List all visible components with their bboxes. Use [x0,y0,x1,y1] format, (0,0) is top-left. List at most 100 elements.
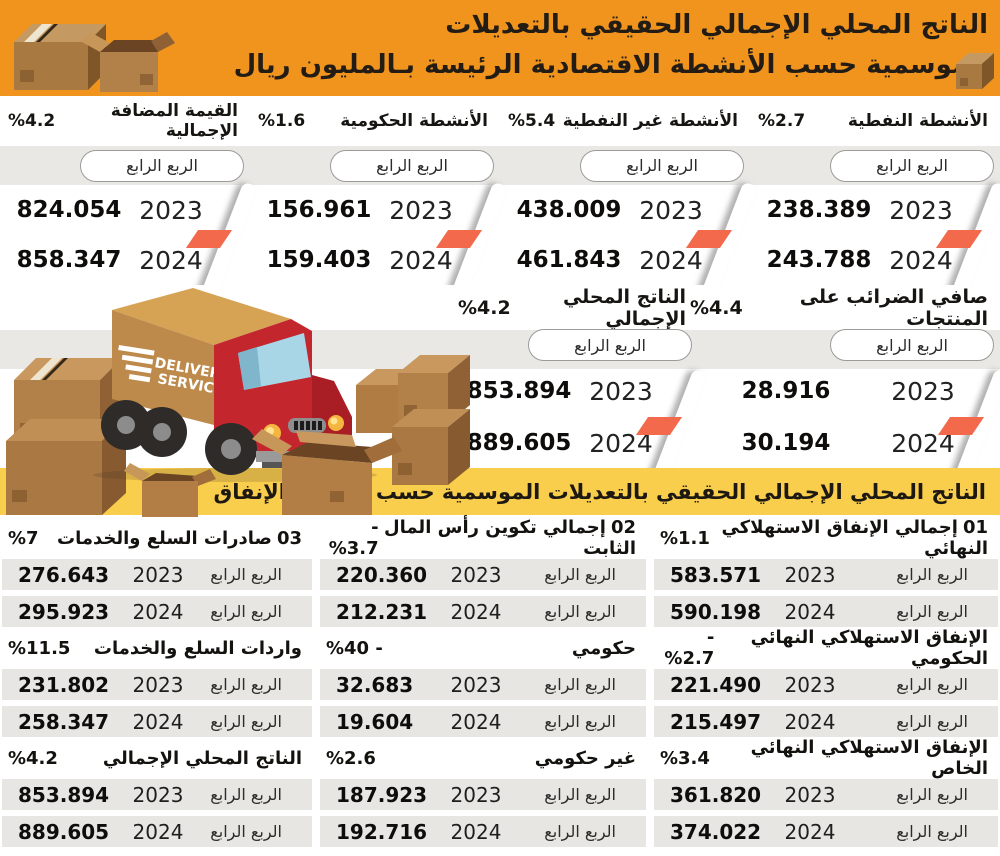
headlight-icon [328,415,344,431]
year-label: 2024 [891,428,955,458]
expenditure-block-imports: واردات السلع والخدمات %11.5 الربع الرابع… [2,633,312,737]
activity-header: الأنشطة غير النفطية %5.4 [500,96,750,146]
quarter-label: الربع الرابع [896,822,968,841]
year-label: 2023 [589,376,653,406]
quarter-pill: الربع الرابع [528,329,692,361]
gdp-summary-block: الناتج المحلي الإجمالي %4.2 الربع الرابع… [450,286,708,490]
year-label: 2023 [132,782,184,807]
value-2023: 231.802 [18,672,110,697]
expenditure-header: 03صادرات السلع والخدمات %7 [2,523,312,553]
year-label: 2023 [450,562,502,587]
expenditure-block-non-governmental: غير حكومي %2.6 الربع الرابع 2023 187.923 ا… [320,743,646,847]
year-label: 2023 [891,376,955,406]
activity-header: الأنشطة النفطية %2.7 [750,96,1000,146]
expenditure-pct: %1.1 [660,527,710,549]
year-label: 2024 [784,709,836,734]
expenditure-pct: - %3.7 [328,517,379,559]
value-2024: 212.231 [336,599,428,624]
quarter-label: الربع الرابع [210,602,282,621]
value-2023: 156.961 [266,197,372,223]
expenditure-name-text: إجمالي تكوين رأس المال الثابت [383,517,636,559]
expenditure-number: 02 [610,517,636,538]
expenditure-number: 03 [276,527,302,549]
summary-header: الناتج المحلي الإجمالي %4.2 [450,286,698,330]
quarter-label: الربع الرابع [544,675,616,694]
year-label: 2024 [784,599,836,624]
quarter-pill: الربع الرابع [830,329,994,361]
expenditure-pct: %7 [8,527,39,549]
quarter-label: الربع الرابع [544,785,616,804]
quarter-label: الربع الرابع [210,565,282,584]
year-label: 2024 [450,819,502,844]
value-row-2024: 2024 889.605 [450,417,698,469]
year-label: 2024 [450,599,502,624]
header: الناتج المحلي الإجمالي الحقيقي بالتعديلا… [0,0,1000,96]
expenditure-name-text: الإنفاق الاستهلاكي النهائي الخاص [750,737,988,779]
year-label: 2024 [784,819,836,844]
value-bar-2024: الربع الرابع 2024 374.022 [654,816,998,847]
activity-name: الأنشطة الحكومية [340,111,488,131]
expenditure-header: الإنفاق الاستهلاكي النهائي الخاص %3.4 [654,737,998,779]
activity-pct: %4.2 [8,111,56,131]
expenditure-name: 03صادرات السلع والخدمات [57,528,302,549]
expenditure-block-exports: 03صادرات السلع والخدمات %7 الربع الرابع 2… [2,523,312,627]
quarter-label: الربع الرابع [896,602,968,621]
year-label: 2023 [784,562,836,587]
summary-name: الناتج المحلي الإجمالي [562,286,686,330]
value-bar-2024: الربع الرابع 2024 19.604 [320,706,646,737]
activity-name: الأنشطة غير النفطية [562,111,738,131]
quarter-label: الربع الرابع [544,822,616,841]
year-label: 2023 [132,672,184,697]
expenditure-pct: %2.6 [326,747,376,769]
delivery-truck: DELIVERY SERVICE [93,288,377,482]
value-bar-2024: الربع الرابع 2024 215.497 [654,706,998,737]
quarter-pill-row: الربع الرابع [682,325,1000,365]
year-label: 2023 [639,195,703,225]
value-bar-2024: الربع الرابع 2024 590.198 [654,596,998,627]
expenditure-name-text: الناتج المحلي الإجمالي [102,747,302,769]
value-bar-2024: الربع الرابع 2024 212.231 [320,596,646,627]
expenditure-block-governmental: حكومي - %40 الربع الرابع 2023 32.683 الربع… [320,633,646,737]
expenditure-block-final-consumption: 01إجمالي الإنفاق الاستهلاكي النهائي %1.1… [654,517,998,627]
value-bar-2023: الربع الرابع 2023 221.490 [654,669,998,700]
value-row-2024: 2024 159.403 [250,235,500,285]
value-row-2023: 2023 853.894 [450,365,698,417]
activity-column-government: الأنشطة الحكومية %1.6 الربع الرابع 2023 … [250,96,508,303]
value-bar-2023: الربع الرابع 2023 583.571 [654,559,998,590]
value-bar-2023: الربع الرابع 2023 276.643 [2,559,312,590]
quarter-pill-row: الربع الرابع [500,146,750,185]
value-2023: 220.360 [336,562,428,587]
value-row-2023: 2023 28.916 [682,365,1000,417]
activity-name: الأنشطة النفطية [847,111,988,131]
value-bar-2024: الربع الرابع 2024 889.605 [2,816,312,847]
value-row-2023: 2023 438.009 [500,185,750,235]
expenditure-header: الناتج المحلي الإجمالي %4.2 [2,743,312,773]
year-label: 2024 [139,245,203,275]
value-bar-2023: الربع الرابع 2023 853.894 [2,779,312,810]
year-label: 2023 [450,672,502,697]
year-label: 2024 [450,709,502,734]
value-2024: 461.843 [516,247,622,273]
quarter-pill-row: الربع الرابع [0,146,250,185]
expenditure-pct: - %40 [326,637,383,659]
expenditure-banner: الناتج المحلي الإجمالي الحقيقي بالتعديلا… [0,468,1000,515]
year-label: 2023 [139,195,203,225]
quarter-label: الربع الرابع [896,712,968,731]
value-bar-2023: الربع الرابع 2023 187.923 [320,779,646,810]
expenditure-pct: %4.2 [8,747,58,769]
value-2024: 258.347 [18,709,110,734]
expenditure-number: 01 [962,517,988,538]
year-label: 2023 [132,562,184,587]
value-2023: 238.389 [766,197,872,223]
activity-pct: %2.7 [758,111,806,131]
expenditure-header: الإنفاق الاستهلاكي النهائي الحكومي - %2.… [654,627,998,669]
value-row-2024: 2024 461.843 [500,235,750,285]
banner-title: الناتج المحلي الإجمالي الحقيقي بالتعديلا… [213,479,987,504]
expenditure-pct: %11.5 [8,637,71,659]
value-row-2024: 2024 30.194 [682,417,1000,469]
activity-pct: %1.6 [258,111,306,131]
year-label: 2024 [589,428,653,458]
value-row-2023: 2023 824.054 [0,185,250,235]
year-label: 2024 [132,599,184,624]
quarter-pill-row: الربع الرابع [450,325,698,365]
